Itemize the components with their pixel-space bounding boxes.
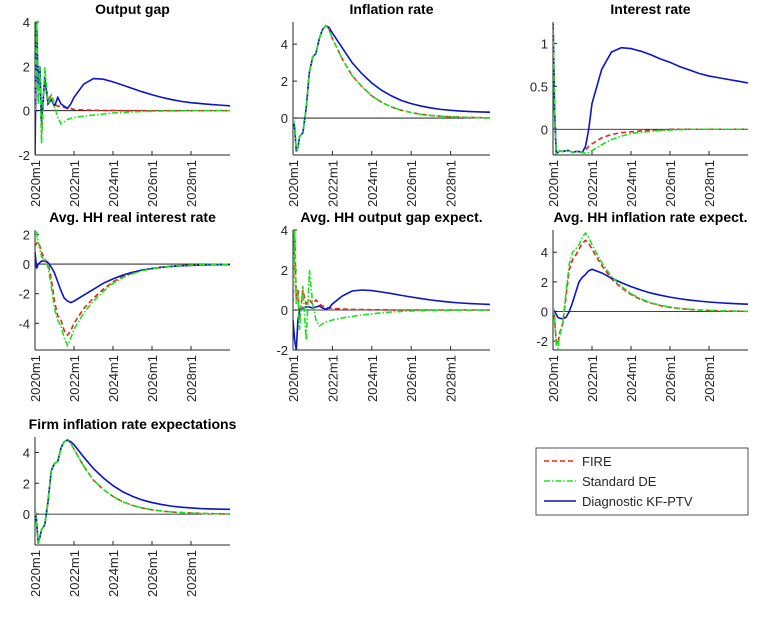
x-tick-label: 2026m1 [145, 160, 160, 207]
panel-title: Inflation rate [349, 1, 433, 17]
x-tick-label: 2024m1 [365, 160, 380, 207]
y-tick-label: 0 [23, 507, 30, 522]
panel: Firm inflation rate expectations 0 2 4 2020m… [23, 416, 237, 597]
y-tick-label: 2 [23, 227, 30, 242]
y-tick-label: 2 [541, 275, 548, 290]
panel: Avg. HH inflation rate expect. -2 0 2 4 2020m… [536, 209, 748, 402]
legend-label: Diagnostic KF-PTV [582, 494, 693, 509]
panel-title: Output gap [95, 1, 170, 17]
x-tick-label: 2020m1 [546, 355, 561, 402]
series-line [35, 439, 230, 544]
series-line [553, 231, 748, 350]
panel: Avg. HH real interest rate -4 -2 0 2 2020m1 20… [18, 209, 230, 402]
y-tick-label: -2 [18, 287, 30, 302]
panel: Avg. HH output gap expect. -2 0 2 4 2020m1 202… [276, 209, 490, 402]
y-tick-label: -2 [276, 343, 288, 358]
x-tick-label: 2024m1 [106, 160, 121, 207]
y-tick-label: 2 [281, 263, 288, 278]
series-line [35, 22, 230, 155]
x-tick-label: 2026m1 [663, 355, 678, 402]
x-tick-label: 2026m1 [145, 355, 160, 402]
x-tick-label: 2028m1 [702, 160, 717, 207]
panel: Interest rate 0 0.5 1 2020m1 2022m1 2024m1 2026… [530, 1, 748, 207]
series-line [293, 24, 490, 152]
x-tick-label: 2024m1 [624, 355, 639, 402]
series-line [35, 252, 230, 304]
x-tick-label: 2020m1 [28, 355, 43, 402]
y-tick-label: 4 [541, 245, 548, 260]
x-tick-label: 2026m1 [404, 160, 419, 207]
series-line [35, 240, 230, 337]
x-tick-label: 2022m1 [585, 160, 600, 207]
y-tick-label: 0 [541, 122, 548, 137]
series-line [293, 230, 490, 341]
x-tick-label: 2020m1 [546, 160, 561, 207]
y-tick-label: 4 [23, 445, 30, 460]
series-line [35, 22, 230, 144]
y-tick-label: 0 [541, 304, 548, 319]
y-tick-label: 4 [281, 37, 288, 52]
x-tick-label: 2022m1 [67, 160, 82, 207]
series-line [553, 22, 748, 155]
panel-title: Avg. HH real interest rate [49, 209, 216, 225]
series-line [293, 230, 490, 321]
x-tick-label: 2026m1 [663, 160, 678, 207]
series-line [35, 22, 230, 133]
series-line [293, 289, 490, 350]
x-tick-label: 2028m1 [184, 160, 199, 207]
x-tick-label: 2022m1 [325, 160, 340, 207]
series-line [553, 22, 748, 155]
series-line [293, 24, 490, 152]
y-tick-label: 0 [281, 111, 288, 126]
x-tick-label: 2028m1 [702, 355, 717, 402]
y-tick-label: 0 [23, 104, 30, 119]
x-tick-label: 2026m1 [145, 550, 160, 597]
y-tick-label: -4 [18, 316, 30, 331]
x-tick-label: 2020m1 [28, 550, 43, 597]
x-tick-label: 2028m1 [444, 355, 459, 402]
series-line [35, 231, 230, 348]
series-line [35, 439, 230, 544]
y-tick-label: 2 [281, 74, 288, 89]
y-tick-label: 2 [23, 59, 30, 74]
x-tick-label: 2022m1 [585, 355, 600, 402]
x-tick-label: 2022m1 [67, 550, 82, 597]
x-tick-label: 2028m1 [184, 550, 199, 597]
panel-title: Firm inflation rate expectations [29, 416, 237, 432]
x-tick-label: 2022m1 [67, 355, 82, 402]
panel-title: Avg. HH output gap expect. [300, 209, 482, 225]
x-tick-label: 2026m1 [404, 355, 419, 402]
panel: Inflation rate 0 2 4 2020m1 2022m1 2024m1 2026m… [281, 1, 490, 207]
legend-label: Standard DE [582, 474, 657, 489]
x-tick-label: 2024m1 [365, 355, 380, 402]
series-line [35, 439, 230, 544]
y-tick-label: 0 [23, 257, 30, 272]
x-tick-label: 2022m1 [325, 355, 340, 402]
y-tick-label: 1 [541, 36, 548, 51]
y-tick-label: -2 [18, 148, 30, 163]
x-tick-label: 2020m1 [286, 160, 301, 207]
y-tick-label: 0.5 [530, 79, 548, 94]
legend-label: FIRE [582, 454, 612, 469]
x-tick-label: 2024m1 [106, 355, 121, 402]
x-tick-label: 2028m1 [444, 160, 459, 207]
x-tick-label: 2020m1 [28, 160, 43, 207]
series-line [293, 24, 490, 152]
x-tick-label: 2028m1 [184, 355, 199, 402]
x-tick-label: 2024m1 [624, 160, 639, 207]
x-tick-label: 2020m1 [286, 355, 301, 402]
y-tick-label: 2 [23, 476, 30, 491]
panel-title: Avg. HH inflation rate expect. [554, 209, 748, 225]
panel: Output gap -2 0 2 4 2020m1 2022m1 2024m1 2026m1 2… [18, 1, 230, 207]
series-line [553, 22, 748, 155]
x-tick-label: 2024m1 [106, 550, 121, 597]
y-tick-label: -2 [536, 334, 548, 349]
y-tick-label: 4 [23, 15, 30, 30]
panel-title: Interest rate [610, 1, 690, 17]
y-tick-label: 4 [281, 223, 288, 238]
y-tick-label: 0 [281, 303, 288, 318]
